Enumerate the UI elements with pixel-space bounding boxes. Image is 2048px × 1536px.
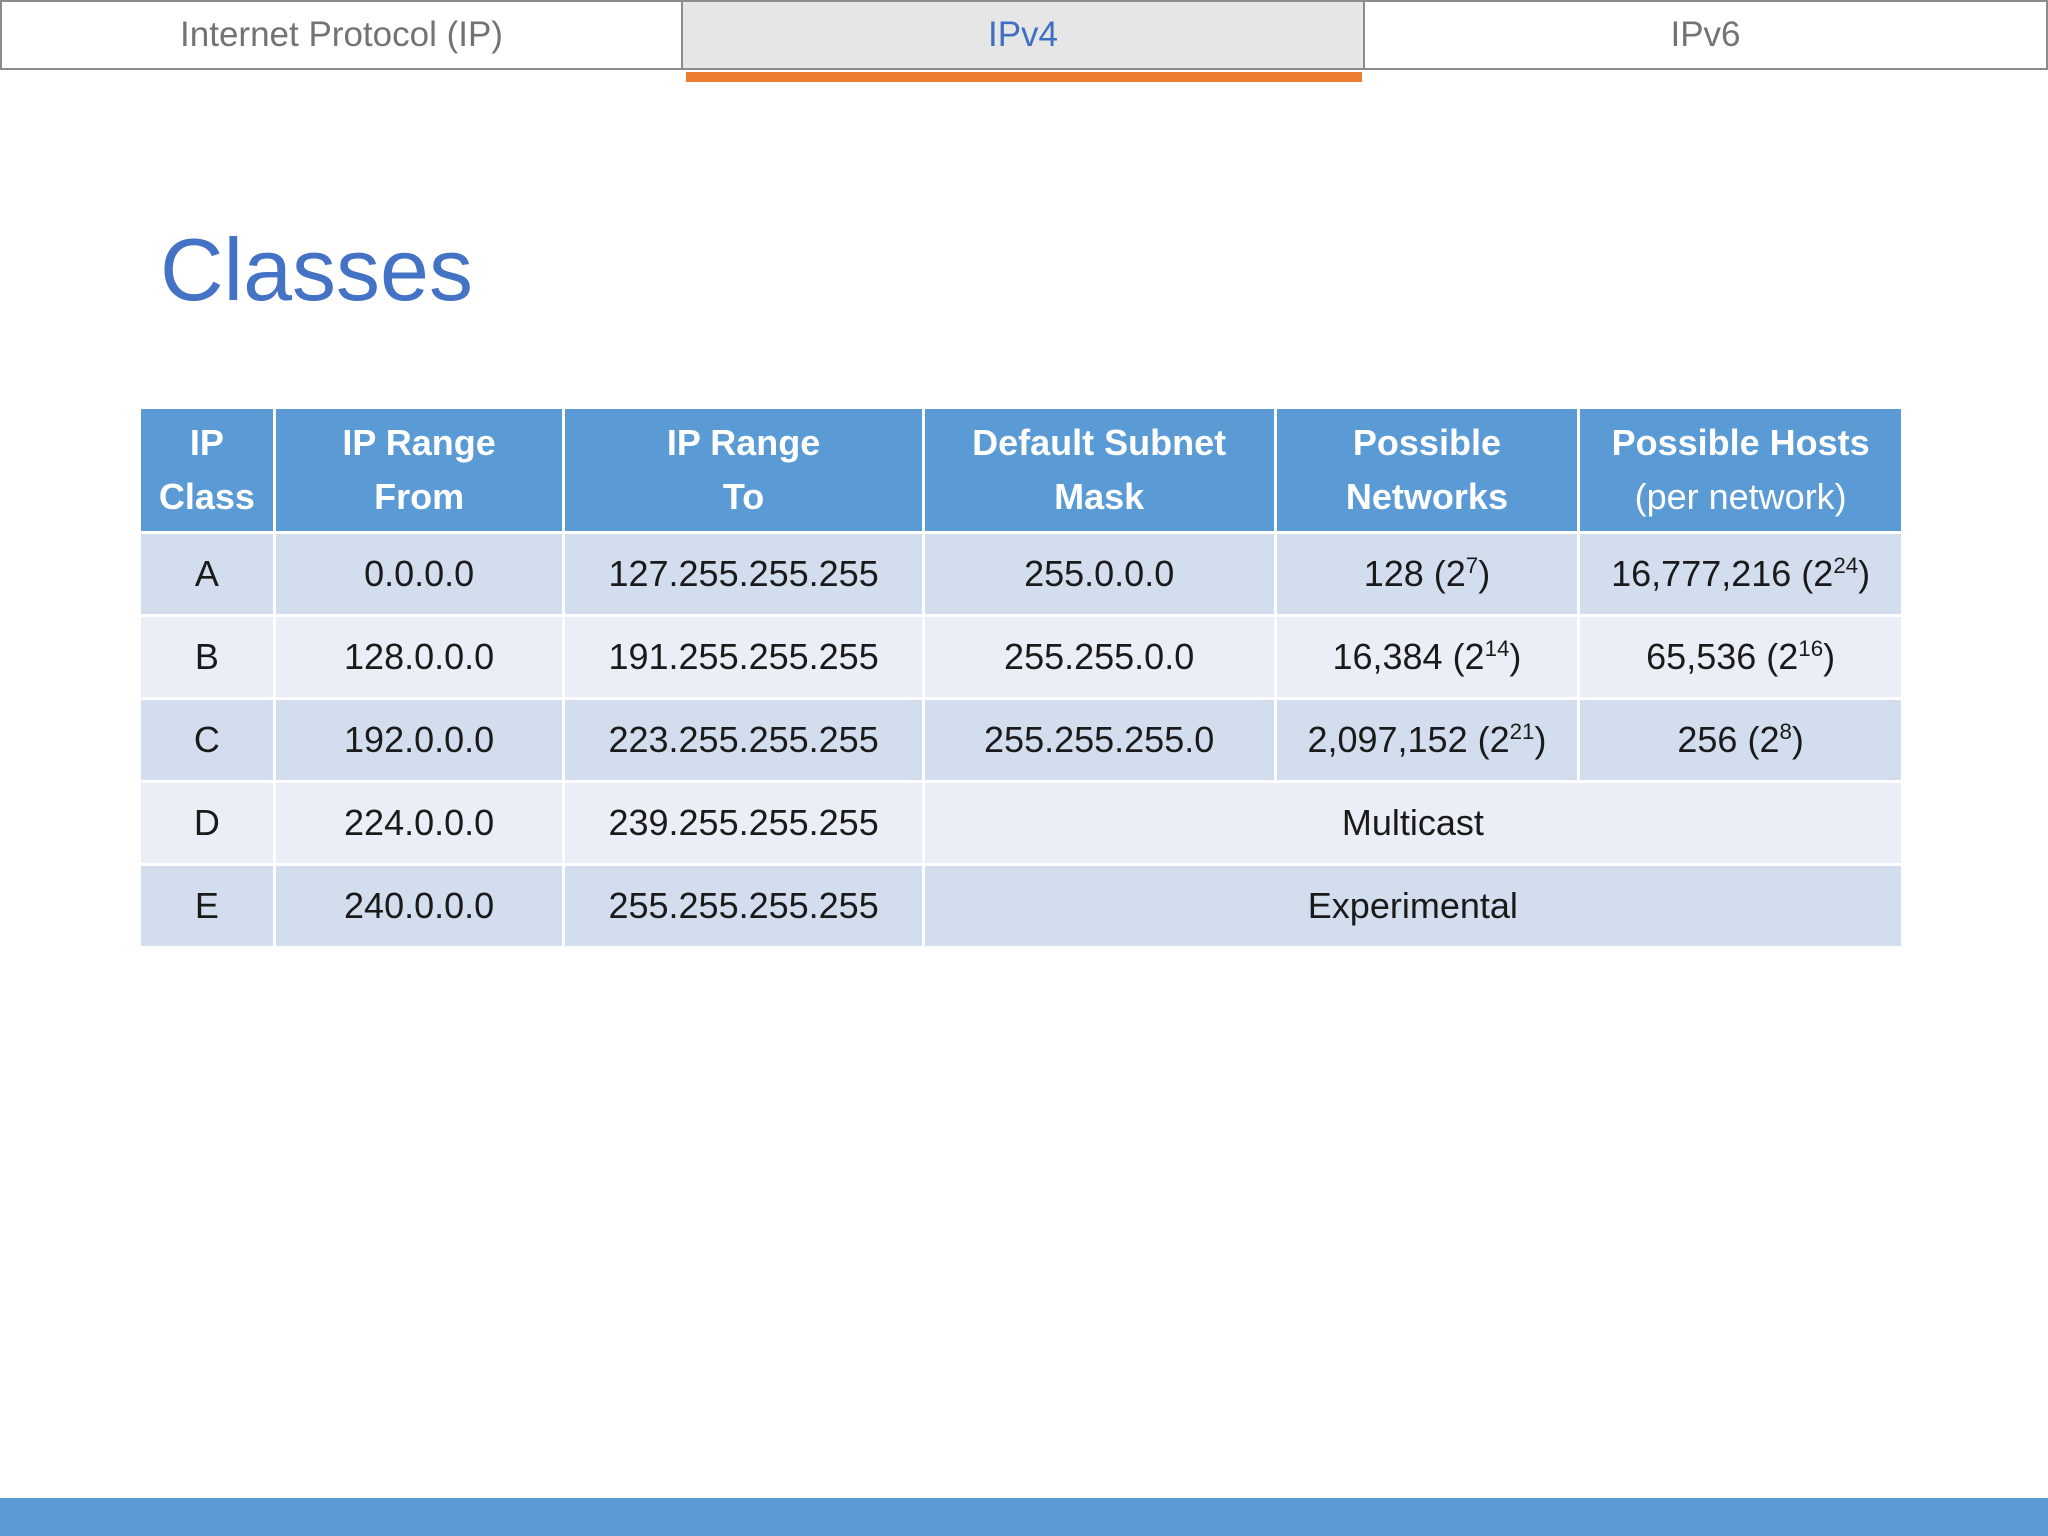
page-title: Classes: [160, 220, 473, 319]
header-line: To: [722, 476, 765, 517]
cell-subnet-mask: 255.255.255.0: [924, 700, 1274, 780]
exponent: 24: [1833, 553, 1859, 578]
cell-subnet-mask: 255.255.0.0: [924, 617, 1274, 697]
cell-range-to: 127.255.255.255: [565, 534, 922, 614]
cell-possible-networks: 16,384 (214): [1276, 617, 1578, 697]
header-line: IP Range: [342, 422, 496, 463]
header-ip-class: IP Class: [141, 409, 273, 531]
header-line: From: [374, 476, 465, 517]
value-text: 16,384 (2: [1332, 636, 1485, 677]
footer-bar: [0, 1498, 2048, 1536]
header-line: Possible Hosts: [1611, 422, 1870, 463]
exponent: 14: [1484, 636, 1510, 661]
header-possible-hosts: Possible Hosts (per network): [1580, 409, 1901, 531]
exponent: 21: [1509, 719, 1535, 744]
tab-internet-protocol[interactable]: Internet Protocol (IP): [0, 0, 683, 70]
value-text: 128 (2: [1363, 553, 1466, 594]
cell-range-to: 223.255.255.255: [565, 700, 922, 780]
tab-label: IPv4: [987, 15, 1059, 54]
value-text: ): [1823, 636, 1836, 677]
cell-note-experimental: Experimental: [924, 866, 1901, 946]
cell-class: E: [141, 866, 273, 946]
cell-subnet-mask: 255.0.0.0: [924, 534, 1274, 614]
header-line: IP Range: [666, 422, 821, 463]
tab-label: Internet Protocol (IP): [180, 15, 503, 54]
cell-range-to: 239.255.255.255: [565, 783, 922, 863]
value-text: ): [1534, 719, 1547, 760]
header-default-subnet-mask: Default Subnet Mask: [924, 409, 1274, 531]
cell-class: C: [141, 700, 273, 780]
cell-note-multicast: Multicast: [924, 783, 1901, 863]
exponent: 8: [1779, 719, 1792, 744]
cell-possible-networks: 128 (27): [1276, 534, 1578, 614]
cell-range-to: 255.255.255.255: [565, 866, 922, 946]
table-row-class-a: A 0.0.0.0 127.255.255.255 255.0.0.0 128 …: [141, 534, 1901, 614]
header-line: Class: [158, 476, 255, 517]
header-possible-networks: Possible Networks: [1276, 409, 1578, 531]
header-line: Mask: [1054, 476, 1145, 517]
cell-range-from: 224.0.0.0: [275, 783, 563, 863]
value-text: ): [1858, 553, 1871, 594]
table-header-row: IP Class IP Range From IP Range To Defau…: [141, 409, 1901, 531]
exponent: 7: [1465, 553, 1479, 578]
active-tab-indicator: [686, 72, 1362, 82]
header-line: IP: [189, 422, 224, 463]
value-text: ): [1478, 553, 1491, 594]
cell-range-from: 0.0.0.0: [275, 534, 563, 614]
value-text: 16,777,216 (2: [1611, 553, 1834, 594]
tab-bar: Internet Protocol (IP) IPv4 IPv6: [0, 0, 2048, 70]
value-text: ): [1509, 636, 1522, 677]
value-text: 256 (2: [1677, 719, 1780, 760]
table-row-class-b: B 128.0.0.0 191.255.255.255 255.255.0.0 …: [141, 617, 1901, 697]
ip-classes-table-container: IP Class IP Range From IP Range To Defau…: [141, 409, 1907, 946]
header-line: Possible: [1352, 422, 1501, 463]
cell-class: D: [141, 783, 273, 863]
cell-range-from: 128.0.0.0: [275, 617, 563, 697]
table-row-class-e: E 240.0.0.0 255.255.255.255 Experimental: [141, 866, 1901, 946]
header-line: Networks: [1345, 476, 1508, 517]
cell-range-to: 191.255.255.255: [565, 617, 922, 697]
cell-range-from: 192.0.0.0: [275, 700, 563, 780]
ip-classes-table: IP Class IP Range From IP Range To Defau…: [138, 406, 1904, 949]
cell-class: A: [141, 534, 273, 614]
tab-label: IPv6: [1670, 15, 1741, 54]
cell-possible-hosts: 256 (28): [1580, 700, 1901, 780]
cell-possible-hosts: 16,777,216 (224): [1580, 534, 1901, 614]
header-ip-range-from: IP Range From: [275, 409, 563, 531]
exponent: 16: [1798, 636, 1824, 661]
cell-possible-hosts: 65,536 (216): [1580, 617, 1901, 697]
table-row-class-c: C 192.0.0.0 223.255.255.255 255.255.255.…: [141, 700, 1901, 780]
tab-ipv4[interactable]: IPv4: [683, 0, 1365, 70]
value-text: 2,097,152 (2: [1307, 719, 1510, 760]
header-subline: (per network): [1634, 476, 1847, 517]
cell-possible-networks: 2,097,152 (221): [1276, 700, 1578, 780]
header-line: Default Subnet: [972, 422, 1227, 463]
value-text: ): [1791, 719, 1804, 760]
table-row-class-d: D 224.0.0.0 239.255.255.255 Multicast: [141, 783, 1901, 863]
header-ip-range-to: IP Range To: [565, 409, 922, 531]
cell-class: B: [141, 617, 273, 697]
value-text: 65,536 (2: [1646, 636, 1799, 677]
cell-range-from: 240.0.0.0: [275, 866, 563, 946]
tab-ipv6[interactable]: IPv6: [1365, 0, 2048, 70]
